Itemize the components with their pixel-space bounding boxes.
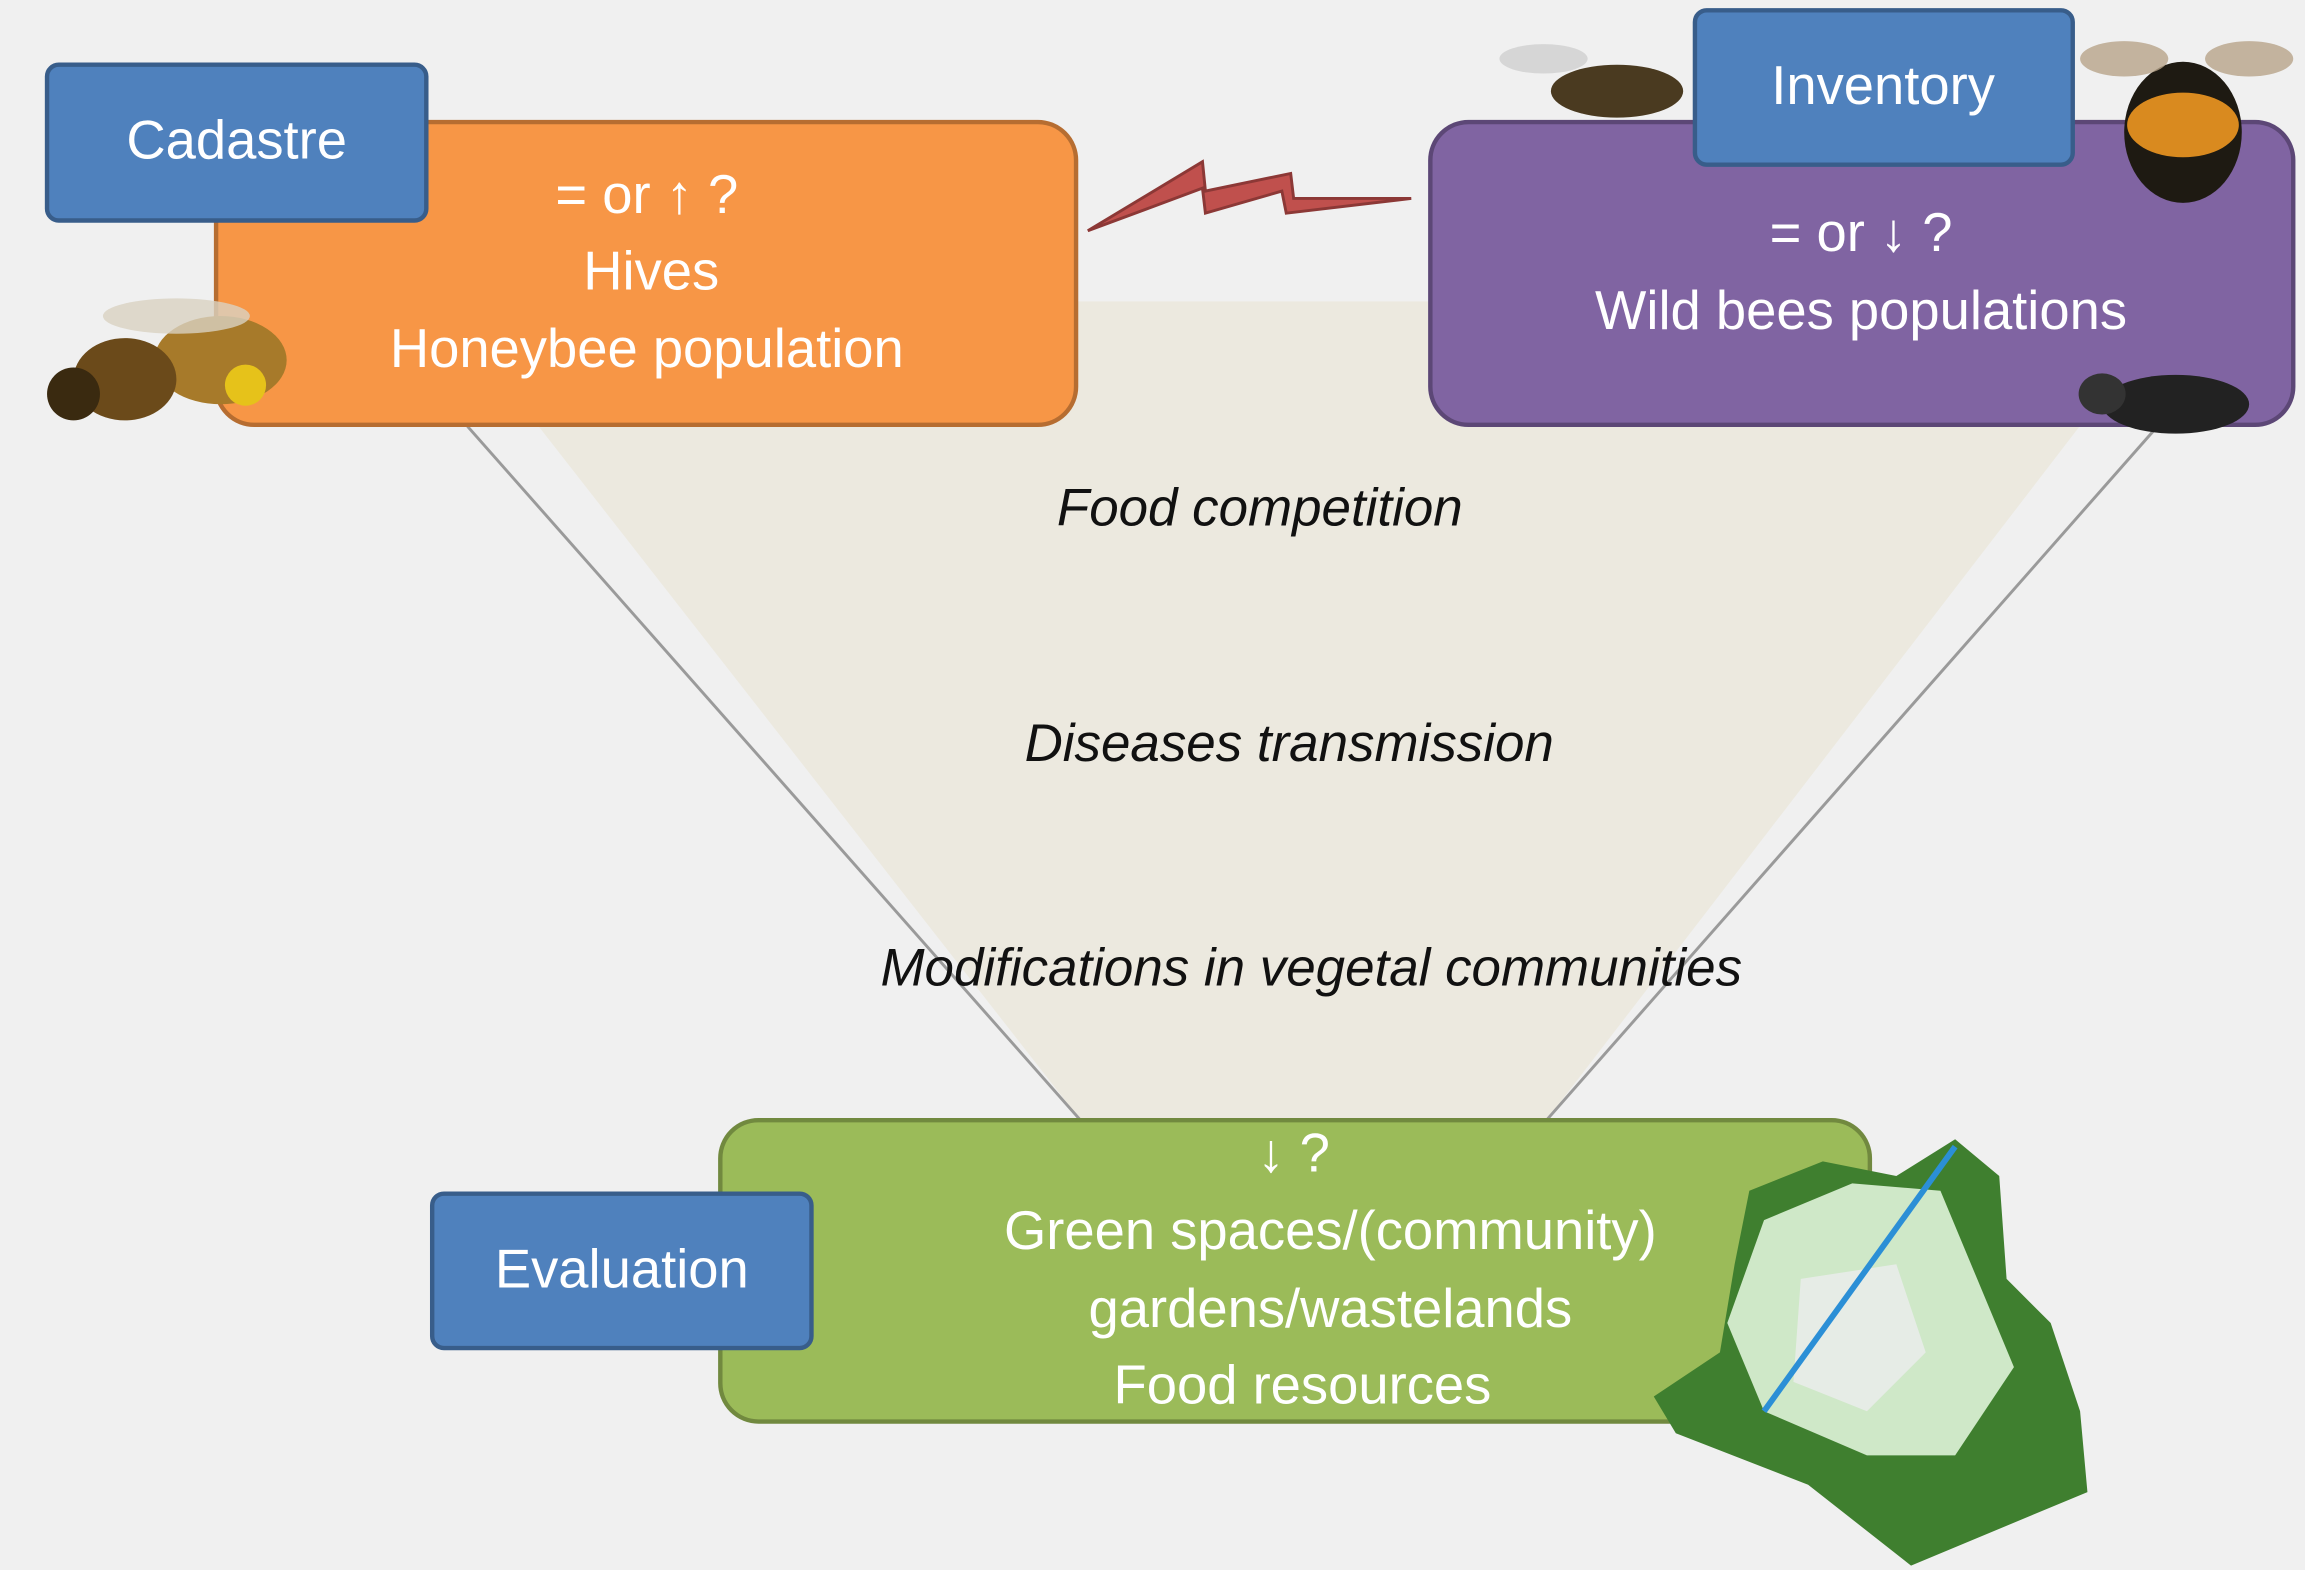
interaction-label: Diseases transmission [1025,714,1554,773]
tag-label: Cadastre [126,109,347,170]
tag-label: Evaluation [495,1238,749,1299]
box-line: Wild bees populations [1595,280,2127,341]
box-line: gardens/wastelands [1089,1278,1573,1339]
box-line: = or ↑ ? [555,164,738,225]
box-line: Honeybee population [390,318,904,379]
box-line: ↓ ? [1257,1122,1330,1183]
box-line: Green spaces/(community) [1004,1200,1657,1261]
interaction-label: Modifications in vegetal communities [880,939,1742,998]
box-line: = or ↓ ? [1770,202,1953,263]
box-line: Food resources [1114,1355,1492,1416]
interaction-label: Food competition [1057,479,1463,538]
tag-label: Inventory [1771,55,1995,116]
box-line: Hives [583,240,719,301]
diagram: = or ↑ ? Hives Honeybee population Cadas… [0,0,2305,1570]
